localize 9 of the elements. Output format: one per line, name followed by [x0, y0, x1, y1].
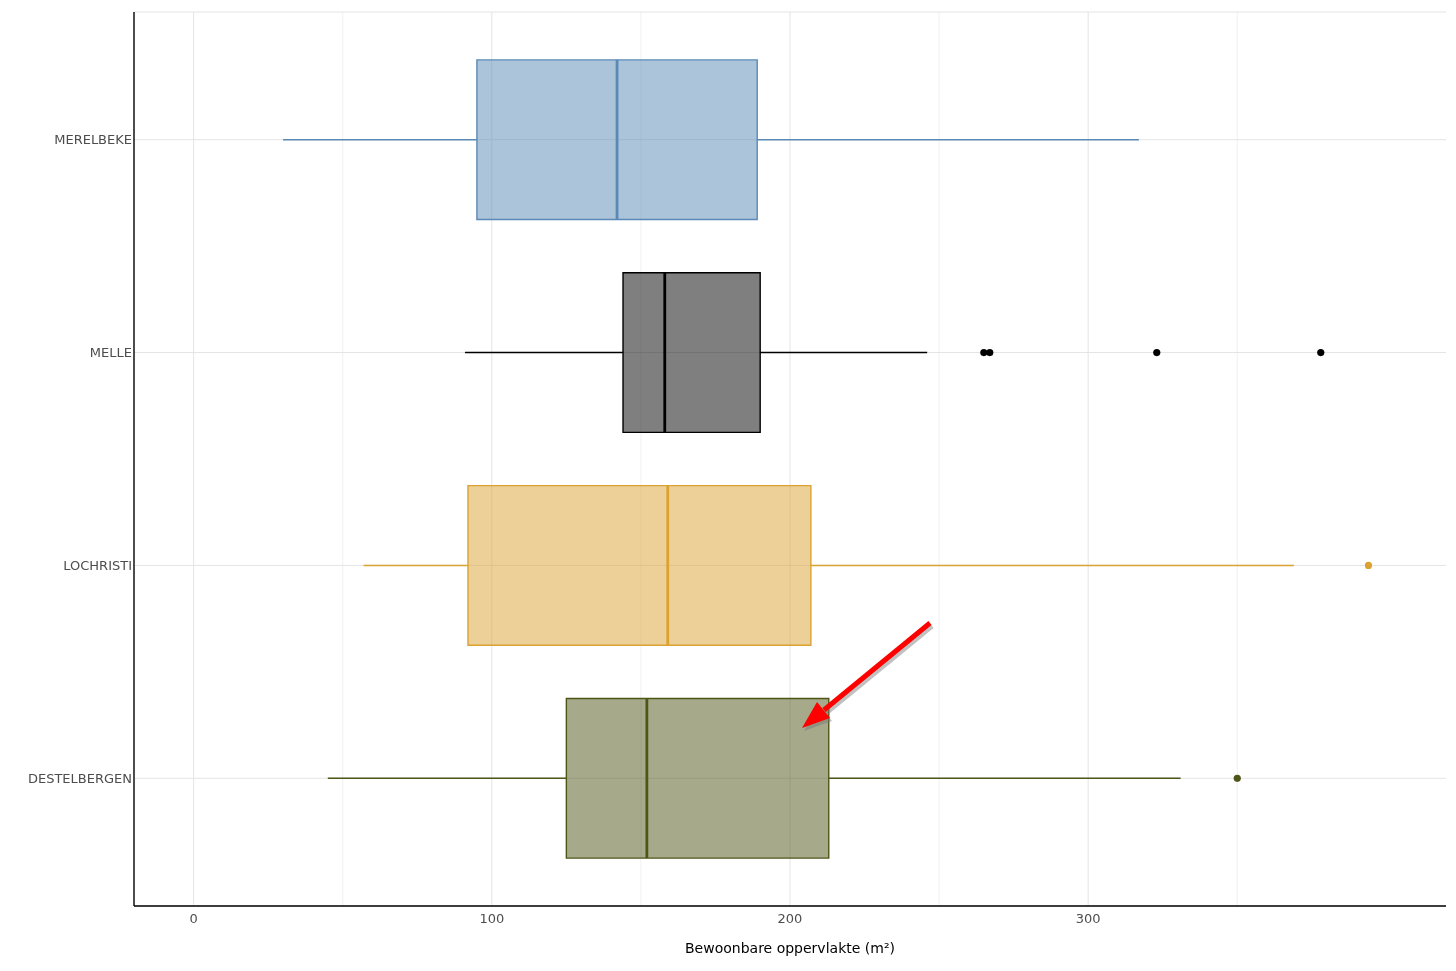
x-tick-label: 100: [479, 911, 505, 927]
x-tick-label: 300: [1075, 911, 1101, 927]
y-tick-label: DESTELBERGEN: [27, 770, 132, 786]
x-tick-label: 200: [777, 911, 803, 927]
y-tick-label: MERELBEKE: [54, 132, 132, 148]
x-tick-label: 0: [189, 911, 198, 927]
x-axis-title: Bewoonbare oppervlakte (m²): [685, 940, 895, 956]
y-tick-label: MELLE: [89, 345, 132, 361]
y-tick-label: LOCHRISTI: [63, 558, 132, 574]
